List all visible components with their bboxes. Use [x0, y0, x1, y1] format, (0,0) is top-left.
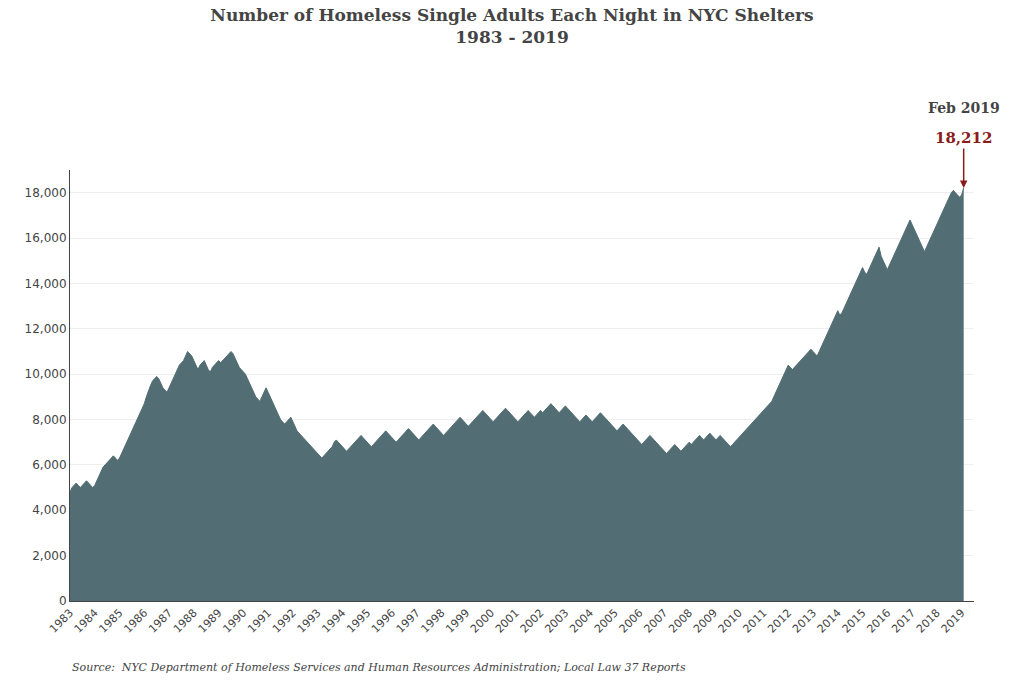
svg-text:1989: 1989: [196, 607, 225, 636]
svg-text:1990: 1990: [220, 607, 249, 636]
svg-text:1983: 1983: [47, 607, 76, 636]
svg-text:10,000: 10,000: [25, 367, 67, 381]
svg-text:1995: 1995: [344, 607, 373, 636]
svg-text:1991: 1991: [245, 607, 274, 636]
svg-text:1992: 1992: [270, 607, 299, 636]
svg-text:2013: 2013: [790, 607, 819, 636]
svg-text:2003: 2003: [542, 607, 571, 636]
svg-text:2004: 2004: [567, 607, 596, 636]
svg-text:2019: 2019: [939, 607, 968, 636]
svg-text:1997: 1997: [394, 607, 423, 636]
svg-text:1984: 1984: [72, 607, 101, 636]
svg-text:1996: 1996: [369, 607, 398, 636]
svg-text:6,000: 6,000: [32, 458, 66, 472]
svg-text:2,000: 2,000: [32, 549, 66, 563]
svg-text:12,000: 12,000: [25, 322, 67, 336]
svg-text:2012: 2012: [765, 607, 794, 636]
svg-text:2017: 2017: [889, 607, 918, 636]
svg-text:2010: 2010: [716, 607, 745, 636]
svg-text:2009: 2009: [691, 607, 720, 636]
svg-text:2015: 2015: [840, 607, 869, 636]
svg-text:2014: 2014: [815, 607, 844, 636]
svg-text:Number of Homeless Single Adul: Number of Homeless Single Adults Each Ni…: [210, 5, 813, 47]
svg-text:1998: 1998: [419, 607, 448, 636]
svg-text:Source: NYC Department of Hom: Source: NYC Department of Homeless Servi…: [72, 661, 686, 674]
svg-text:1999: 1999: [443, 607, 472, 636]
svg-text:1985: 1985: [97, 607, 126, 636]
svg-text:0: 0: [59, 594, 67, 608]
svg-text:2008: 2008: [666, 607, 695, 636]
svg-text:2011: 2011: [740, 607, 769, 636]
svg-text:1994: 1994: [319, 607, 348, 636]
svg-text:2000: 2000: [468, 607, 497, 636]
svg-text:4,000: 4,000: [32, 503, 66, 517]
svg-text:8,000: 8,000: [32, 413, 66, 427]
svg-text:2001: 2001: [493, 607, 522, 636]
svg-text:2007: 2007: [641, 607, 670, 636]
svg-text:1988: 1988: [171, 607, 200, 636]
svg-text:Feb 2019: Feb 2019: [928, 100, 1000, 116]
svg-text:2016: 2016: [864, 607, 893, 636]
svg-text:1993: 1993: [295, 607, 324, 636]
svg-text:18,000: 18,000: [25, 186, 67, 200]
svg-text:1987: 1987: [146, 607, 175, 636]
svg-text:14,000: 14,000: [25, 277, 67, 291]
svg-text:2002: 2002: [518, 607, 547, 636]
svg-text:1986: 1986: [121, 607, 150, 636]
svg-text:2006: 2006: [617, 607, 646, 636]
svg-text:2005: 2005: [592, 607, 621, 636]
svg-text:18,212: 18,212: [935, 129, 992, 147]
svg-text:2018: 2018: [914, 607, 943, 636]
svg-text:16,000: 16,000: [25, 231, 67, 245]
